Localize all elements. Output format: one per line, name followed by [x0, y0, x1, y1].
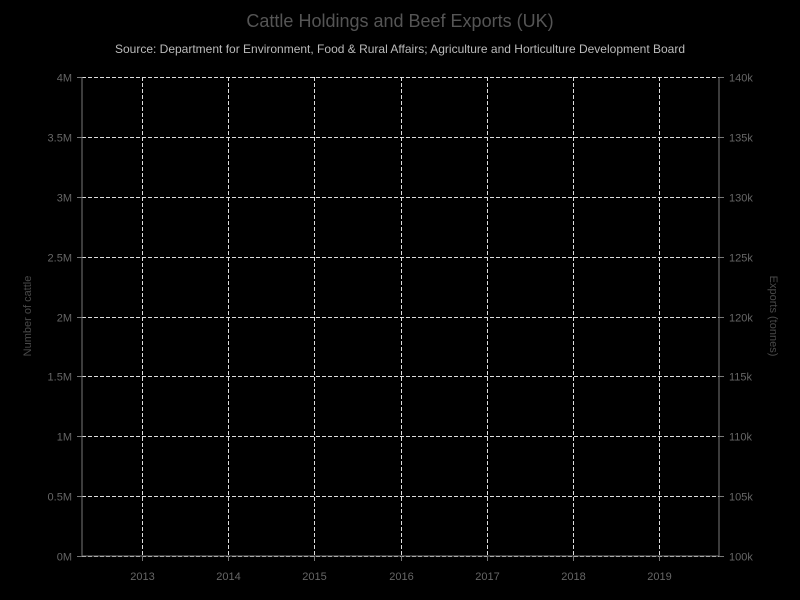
left-tick-label: 0.5M: [48, 492, 72, 504]
right-axis-label: Exports (tonnes): [767, 276, 779, 357]
x-tick-label: 2016: [389, 571, 413, 583]
left-tick-label: 2M: [57, 313, 72, 325]
left-axis-label: Number of cattle: [22, 276, 34, 357]
x-tick-label: 2013: [130, 571, 154, 583]
x-tick-label: 2014: [216, 571, 240, 583]
x-tick-label: 2017: [475, 571, 499, 583]
right-axis-ticks: 100k 105k 110k 115k 120k 125k 130k 135k 140k: [719, 73, 753, 564]
right-tick-label: 115k: [729, 372, 753, 384]
right-tick-label: 140k: [729, 73, 753, 85]
right-tick-label: 110k: [729, 432, 753, 444]
right-tick-label: 105k: [729, 492, 753, 504]
right-tick-label: 100k: [729, 552, 753, 564]
right-tick-label: 130k: [729, 193, 753, 205]
right-tick-label: 135k: [729, 133, 753, 145]
right-tick-label: 125k: [729, 253, 753, 265]
left-axis-ticks: 0M 0.5M 1M 1.5M 2M 2.5M 3M 3.5M 4M: [48, 73, 82, 564]
left-tick-label: 0M: [57, 552, 72, 564]
left-tick-label: 3M: [57, 193, 72, 205]
left-tick-label: 1.5M: [48, 372, 72, 384]
x-tick-label: 2019: [647, 571, 671, 583]
chart-title: Cattle Holdings and Beef Exports (UK): [246, 11, 553, 31]
right-tick-label: 120k: [729, 313, 753, 325]
chart-subtitle: Source: Department for Environment, Food…: [115, 42, 685, 56]
x-tick-label: 2018: [561, 571, 585, 583]
left-tick-label: 4M: [57, 73, 72, 85]
left-tick-label: 3.5M: [48, 133, 72, 145]
x-axis-ticks: 2013 2014 2015 2016 2017 2018 2019: [130, 556, 672, 583]
x-tick-label: 2015: [302, 571, 326, 583]
x-gridlines: [142, 77, 660, 556]
left-tick-label: 2.5M: [48, 253, 72, 265]
left-tick-label: 1M: [57, 432, 72, 444]
